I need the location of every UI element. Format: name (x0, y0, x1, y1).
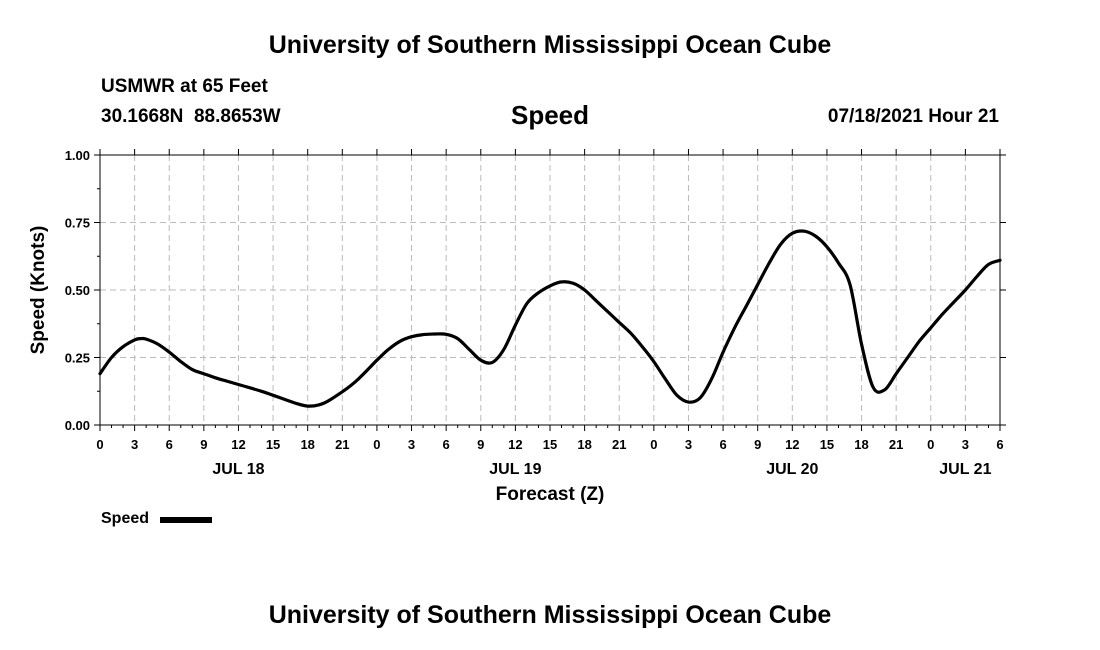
x-date-label: JUL 19 (489, 461, 541, 478)
grid-lines (100, 155, 1000, 425)
chart-axes: 0.00 0.25 0.50 0.75 1.00 0 3 6 9 12 15 18 21 0 3 6 9 12 15… (65, 148, 1006, 478)
y-axis-label: Speed (Knots) (28, 226, 49, 355)
variable-title: Speed (510, 100, 590, 130)
forecast-datetime: 07/18/2021 Hour 21 (827, 106, 999, 127)
x-tick-label: 9 (754, 437, 761, 452)
x-tick-label: 18 (854, 437, 868, 452)
x-tick-label: 6 (719, 437, 726, 452)
x-tick-label: 15 (266, 437, 280, 452)
series-layer (98, 229, 1002, 408)
x-tick-label: 21 (889, 437, 903, 452)
series-line-speed (98, 229, 1002, 408)
legend-label: Speed (101, 510, 150, 527)
x-tick-label: 0 (373, 437, 380, 452)
y-tick-label: 1.00 (65, 148, 90, 163)
page-title: University of Southern Mississippi Ocean… (268, 31, 832, 59)
y-tick-label: 0.75 (65, 216, 90, 231)
x-date-label: JUL 21 (939, 461, 991, 478)
x-date-label: JUL 20 (766, 461, 818, 478)
y-tick-label: 0.00 (65, 418, 90, 433)
y-tick-label: 0.25 (65, 351, 90, 366)
x-date-label: JUL 18 (212, 461, 264, 478)
x-tick-label: 6 (443, 437, 450, 452)
station-coordinates: 30.1668N 88.8653W (101, 106, 281, 127)
x-tick-label: 18 (300, 437, 314, 452)
x-axis-label: Forecast (Z) (496, 484, 605, 505)
x-tick-label: 21 (335, 437, 349, 452)
x-tick-label: 15 (543, 437, 557, 452)
x-tick-label: 6 (996, 437, 1003, 452)
legend-line-swatch (160, 517, 212, 523)
x-tick-label: 9 (477, 437, 484, 452)
x-tick-label: 6 (166, 437, 173, 452)
x-tick-label: 0 (650, 437, 657, 452)
x-tick-label: 18 (577, 437, 591, 452)
station-label: USMWR at 65 Feet (101, 76, 268, 97)
x-tick-label: 21 (612, 437, 626, 452)
x-tick-label: 9 (200, 437, 207, 452)
x-tick-label: 0 (927, 437, 934, 452)
x-tick-label: 15 (820, 437, 834, 452)
y-tick-label: 0.50 (65, 283, 90, 298)
x-tick-label: 12 (785, 437, 799, 452)
x-tick-label: 3 (685, 437, 692, 452)
x-tick-label: 12 (508, 437, 522, 452)
x-tick-label: 3 (962, 437, 969, 452)
x-tick-label: 3 (408, 437, 415, 452)
x-tick-label: 12 (231, 437, 245, 452)
x-tick-label: 3 (131, 437, 138, 452)
footer-title: University of Southern Mississippi Ocean… (268, 601, 832, 629)
x-tick-label: 0 (96, 437, 103, 452)
